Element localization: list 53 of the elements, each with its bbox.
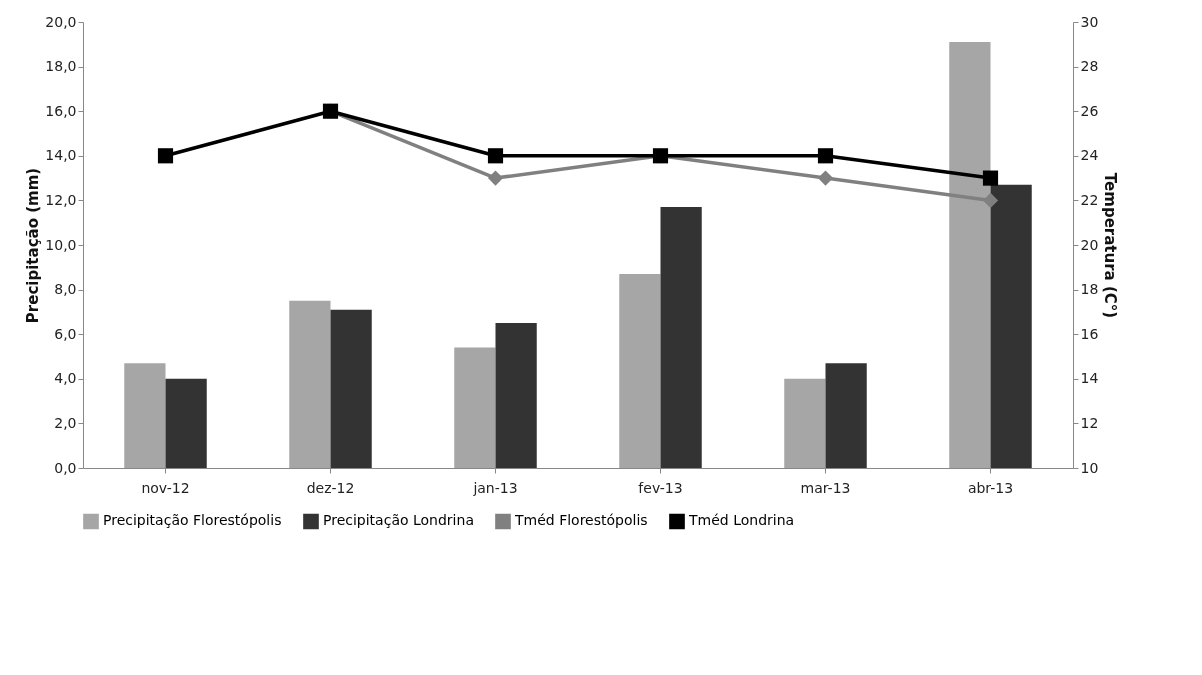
y2-axis-title: Temperatura (C°) <box>1101 172 1120 319</box>
y2-tick-label: 18 <box>1080 281 1099 298</box>
bar <box>660 207 702 468</box>
x-tick-label: abr-13 <box>967 479 1014 496</box>
legend-label: Precipitação Florestópolis <box>103 512 282 529</box>
y-tick-label: 14,0 <box>45 147 77 164</box>
y2-tick-label: 30 <box>1080 13 1099 30</box>
y2-tick-label: 28 <box>1080 58 1099 75</box>
point <box>817 170 834 186</box>
point <box>982 192 999 208</box>
bar <box>949 42 991 468</box>
y2-tick-label: 10 <box>1080 459 1099 476</box>
y2-tick-label: 12 <box>1080 414 1099 431</box>
x-tick-label: jan-13 <box>472 479 518 496</box>
bar <box>289 300 331 468</box>
bar <box>825 363 867 468</box>
bar <box>619 273 661 468</box>
y-tick-label: 10,0 <box>45 236 77 253</box>
y-tick-label: 6,0 <box>54 325 77 342</box>
y2-tick-label: 24 <box>1080 147 1099 164</box>
y-tick-label: 18,0 <box>45 58 77 75</box>
y2-tick-label: 16 <box>1080 325 1099 342</box>
point <box>817 148 834 164</box>
x-tick-label: mar-13 <box>800 479 851 496</box>
bar <box>124 363 166 468</box>
x-tick-label: dez-12 <box>306 479 355 496</box>
x-tick-label: fev-13 <box>638 479 683 496</box>
y-tick-label: 20,0 <box>45 13 77 30</box>
y-tick-label: 8,0 <box>54 281 77 298</box>
y2-tick-label: 20 <box>1080 236 1099 253</box>
y-axis-title: Precipitação (mm) <box>24 167 43 324</box>
y2-tick-label: 22 <box>1080 191 1099 208</box>
point <box>487 170 504 186</box>
point <box>157 148 174 164</box>
bar <box>990 184 1032 468</box>
legend-label: Tméd Londrina <box>688 512 795 529</box>
legend-label: Precipitação Londrina <box>323 512 474 529</box>
y2-tick-label: 14 <box>1080 370 1099 387</box>
point <box>982 170 999 186</box>
y2-tick-label: 26 <box>1080 102 1099 119</box>
y-tick-label: 16,0 <box>45 102 77 119</box>
point <box>487 148 504 164</box>
bar <box>330 309 372 468</box>
bar <box>784 378 826 468</box>
y-tick-label: 0,0 <box>54 459 77 476</box>
y-tick-label: 12,0 <box>45 191 77 208</box>
y-tick-label: 4,0 <box>54 370 77 387</box>
bar <box>495 323 537 468</box>
bar <box>454 347 496 468</box>
y-tick-label: 2,0 <box>54 414 77 431</box>
legend-label: Tméd Florestópolis <box>514 512 648 529</box>
x-tick-label: nov-12 <box>141 479 190 496</box>
bar <box>165 378 207 468</box>
